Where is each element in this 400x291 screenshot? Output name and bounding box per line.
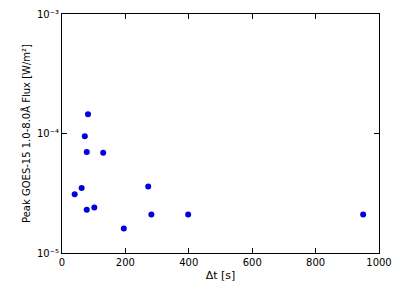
svg-text:Δt [s]: Δt [s] (206, 269, 236, 282)
svg-text:Peak GOES-15 1.0-8.0Å Flux [W/: Peak GOES-15 1.0-8.0Å Flux [W/m²] (20, 44, 32, 223)
svg-text:800: 800 (306, 257, 325, 268)
svg-text:0: 0 (59, 257, 65, 268)
svg-text:10⁻⁴: 10⁻⁴ (37, 128, 59, 139)
svg-text:1000: 1000 (366, 257, 391, 268)
svg-text:10⁻³: 10⁻³ (37, 9, 59, 20)
svg-text:600: 600 (243, 257, 262, 268)
svg-text:10⁻⁵: 10⁻⁵ (37, 248, 59, 259)
svg-text:400: 400 (179, 257, 198, 268)
svg-text:200: 200 (116, 257, 135, 268)
